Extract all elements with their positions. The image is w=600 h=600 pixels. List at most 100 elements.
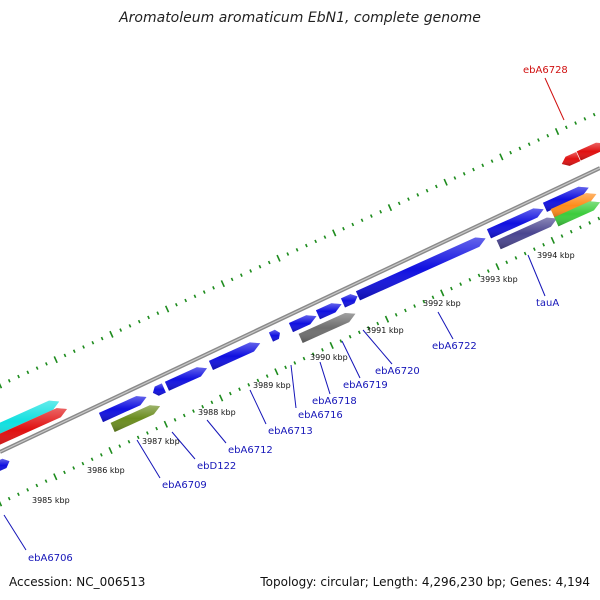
feature-blue-ebA6712-shade bbox=[164, 367, 207, 391]
outer-tick bbox=[72, 349, 76, 353]
inner-tick bbox=[0, 501, 3, 507]
outer-tick bbox=[193, 294, 197, 299]
gene-features bbox=[0, 142, 600, 471]
gene-label-ebA6728: ebA6728 bbox=[523, 65, 568, 76]
outer-tick bbox=[240, 273, 243, 277]
inner-tick bbox=[72, 466, 76, 470]
gene-label-ebA6709: ebA6709 bbox=[162, 480, 207, 491]
inner-tick bbox=[459, 282, 463, 286]
inner-tick bbox=[302, 356, 306, 361]
kbp-label-4: 3989 kbp bbox=[253, 381, 291, 390]
feature-olive-ebD122-shade bbox=[110, 405, 161, 432]
outer-tick bbox=[509, 150, 513, 155]
outer-tick bbox=[592, 112, 596, 117]
inner-tick bbox=[210, 400, 214, 405]
inner-tick bbox=[136, 435, 140, 440]
outer-tick bbox=[481, 163, 485, 168]
inner-tick bbox=[173, 418, 177, 422]
inner-tick bbox=[440, 289, 445, 297]
inner-tick bbox=[394, 313, 398, 317]
outer-tick bbox=[537, 138, 540, 142]
outer-tick bbox=[379, 210, 383, 214]
kbp-label-0: 3985 kbp bbox=[32, 496, 70, 505]
outer-tick bbox=[323, 235, 327, 239]
inner-tick bbox=[404, 308, 407, 313]
kbp-label-6: 3991 kbp bbox=[366, 326, 404, 335]
gene-label-ebA6720: ebA6720 bbox=[375, 366, 420, 377]
outer-tick bbox=[564, 125, 568, 130]
kbp-label-2: 3987 kbp bbox=[142, 437, 180, 446]
inner-tick bbox=[413, 304, 416, 308]
outer-tick bbox=[360, 218, 364, 223]
feature-orange-shade bbox=[550, 193, 597, 219]
inner-tick bbox=[274, 368, 279, 376]
inner-tick bbox=[182, 413, 186, 418]
inner-tick bbox=[339, 339, 343, 343]
outer-tick bbox=[342, 226, 345, 231]
feature-blue-ebA6718-shade bbox=[288, 315, 317, 333]
inner-tick bbox=[422, 299, 426, 304]
outer-tick bbox=[119, 328, 123, 332]
outer-tick bbox=[574, 121, 578, 125]
leader-ebA6722 bbox=[437, 311, 454, 340]
inner-tick bbox=[367, 326, 370, 330]
outer-tick bbox=[53, 356, 58, 364]
inner-tick bbox=[163, 420, 169, 428]
outer-tick bbox=[267, 260, 271, 265]
leader-ebA6712 bbox=[206, 419, 227, 444]
outer-tick bbox=[0, 383, 3, 389]
leader-ebD122 bbox=[171, 431, 196, 460]
inner-tick bbox=[63, 470, 66, 475]
inner-tick bbox=[321, 348, 324, 352]
outer-tick bbox=[156, 311, 160, 315]
feature-red-right-shade bbox=[576, 142, 600, 161]
gene-labels: ebA6706 ebA6709 ebD122 ebA6712 ebA6713 ebA671… bbox=[28, 65, 568, 564]
feature-green-shade bbox=[554, 201, 600, 227]
inner-tick bbox=[588, 221, 592, 225]
kbp-labels: 3985 kbp 3986 kbp 3987 kbp 3988 kbp 3989 kbp… bbox=[32, 251, 575, 505]
inner-tick bbox=[35, 483, 39, 488]
feature-blue-ebA6719-shade bbox=[315, 303, 342, 320]
outer-tick bbox=[304, 243, 308, 248]
inner-tick bbox=[532, 247, 536, 251]
outer-tick bbox=[425, 188, 429, 193]
outer-tick bbox=[137, 319, 141, 324]
inner-tick bbox=[579, 225, 582, 230]
gene-label-ebA6718: ebA6718 bbox=[312, 396, 357, 407]
outer-tick bbox=[249, 269, 253, 273]
outer-tick bbox=[453, 176, 457, 180]
inner-tick bbox=[247, 383, 251, 387]
outer-tick bbox=[276, 254, 281, 262]
inner-tick bbox=[329, 341, 334, 349]
outer-tick bbox=[462, 171, 466, 176]
feature-cyan-shade bbox=[0, 400, 60, 434]
leader-tauA bbox=[527, 254, 546, 297]
inner-tick bbox=[238, 387, 241, 392]
inner-tick bbox=[284, 365, 288, 370]
inner-tick bbox=[560, 234, 564, 238]
inner-tick bbox=[26, 488, 30, 492]
gene-label-ebA6716: ebA6716 bbox=[298, 410, 343, 421]
inner-tick bbox=[431, 295, 435, 300]
inner-tick bbox=[17, 492, 20, 497]
inner-tick bbox=[468, 278, 472, 282]
outer-tick bbox=[369, 214, 373, 218]
outer-tick bbox=[220, 280, 225, 288]
feature-blue-ebA6709-shade bbox=[98, 396, 147, 423]
outer-tick bbox=[212, 286, 215, 290]
feature-blue-ebA6706-shade bbox=[0, 458, 10, 471]
outer-tick bbox=[518, 146, 522, 151]
inner-tick bbox=[450, 286, 453, 291]
inner-tick bbox=[81, 461, 85, 466]
kbp-label-9: 3994 kbp bbox=[537, 251, 575, 260]
outer-tick bbox=[17, 374, 20, 379]
inner-tick bbox=[486, 269, 490, 273]
outer-tick bbox=[397, 201, 401, 206]
outer-tick bbox=[128, 324, 132, 328]
map-title: Aromatoleum aromaticum EbN1, complete ge… bbox=[119, 10, 481, 26]
inner-tick bbox=[293, 361, 297, 365]
inner-tick bbox=[7, 496, 11, 501]
outer-tick bbox=[527, 142, 531, 147]
feature-gray-shade bbox=[298, 313, 356, 343]
outer-tick bbox=[332, 229, 337, 237]
